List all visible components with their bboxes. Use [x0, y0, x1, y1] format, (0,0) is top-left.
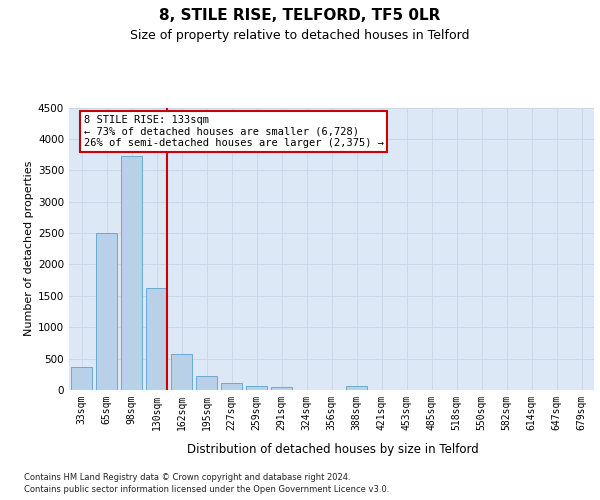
Text: 8, STILE RISE, TELFORD, TF5 0LR: 8, STILE RISE, TELFORD, TF5 0LR — [160, 8, 440, 22]
Bar — [271, 388, 292, 390]
Bar — [171, 354, 192, 390]
Text: Size of property relative to detached houses in Telford: Size of property relative to detached ho… — [130, 29, 470, 42]
Bar — [121, 156, 142, 390]
Text: Distribution of detached houses by size in Telford: Distribution of detached houses by size … — [187, 442, 479, 456]
Bar — [71, 367, 92, 390]
Text: Contains public sector information licensed under the Open Government Licence v3: Contains public sector information licen… — [24, 485, 389, 494]
Bar — [146, 288, 167, 390]
Bar — [196, 376, 217, 390]
Bar — [246, 386, 267, 390]
Bar — [96, 233, 117, 390]
Bar — [346, 386, 367, 390]
Text: Contains HM Land Registry data © Crown copyright and database right 2024.: Contains HM Land Registry data © Crown c… — [24, 472, 350, 482]
Text: 8 STILE RISE: 133sqm
← 73% of detached houses are smaller (6,728)
26% of semi-de: 8 STILE RISE: 133sqm ← 73% of detached h… — [83, 115, 383, 148]
Bar — [221, 384, 242, 390]
Y-axis label: Number of detached properties: Number of detached properties — [24, 161, 34, 336]
